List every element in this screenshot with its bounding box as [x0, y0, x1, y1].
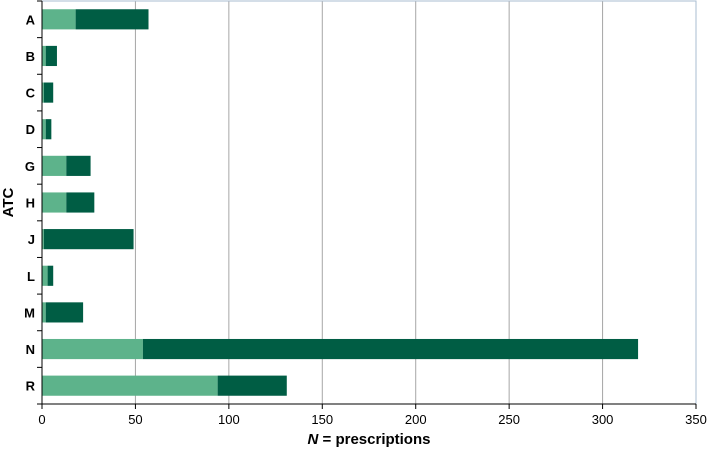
x-tick-label: 300 — [592, 412, 614, 427]
x-axis-label: N = prescriptions — [308, 431, 431, 448]
bar-segment — [66, 192, 95, 213]
bar-segment — [217, 375, 287, 396]
y-category-label: H — [26, 196, 35, 211]
y-category-label: D — [26, 122, 35, 137]
y-category-label: C — [26, 86, 36, 101]
bar-segment — [42, 302, 46, 323]
bars — [42, 9, 639, 396]
bar-segment — [47, 265, 54, 286]
x-tick-labels: 0 50 100 150 200 250 300 350 — [38, 404, 707, 427]
y-category-label: J — [28, 232, 35, 247]
x-tick-label: 100 — [218, 412, 240, 427]
y-axis-label: ATC — [0, 187, 17, 217]
bar-segment — [45, 302, 84, 323]
y-category-label: G — [25, 159, 35, 174]
y-category-label: A — [26, 12, 36, 27]
y-category-label: L — [27, 269, 35, 284]
bar-segment — [75, 9, 149, 30]
bar-segment — [42, 338, 143, 360]
bar-segment — [45, 45, 57, 67]
x-tick-label: 0 — [38, 412, 45, 427]
x-tick-label: 200 — [405, 412, 427, 427]
y-category-labels: A B C D G H J L M N R — [24, 0, 42, 405]
bar-segment — [66, 155, 91, 176]
x-tick-label: 50 — [128, 412, 142, 427]
bar-segment — [42, 119, 46, 140]
x-axis-label-italic: N — [308, 431, 320, 448]
x-tick-label: 150 — [311, 412, 333, 427]
y-category-label: R — [26, 379, 36, 394]
bar-segment — [42, 9, 76, 30]
x-axis-label-rest: = prescriptions — [318, 431, 430, 448]
bar-segment — [42, 155, 67, 176]
bar-segment — [142, 338, 639, 360]
bar-segment — [42, 265, 48, 286]
x-tick-label: 350 — [685, 412, 707, 427]
axes — [41, 1, 696, 405]
bar-segment — [45, 119, 52, 140]
bar-segment — [43, 229, 134, 250]
bar-segment — [42, 192, 67, 213]
bar-segment — [42, 82, 44, 103]
gridlines — [134, 1, 604, 404]
y-category-label: M — [24, 305, 35, 320]
bar-segment — [42, 45, 46, 67]
bar-segment — [42, 229, 44, 250]
bar-segment — [42, 375, 218, 396]
bar-segment — [43, 82, 54, 103]
y-category-label: B — [26, 49, 35, 64]
x-tick-label: 250 — [498, 412, 520, 427]
y-category-label: N — [26, 342, 35, 357]
